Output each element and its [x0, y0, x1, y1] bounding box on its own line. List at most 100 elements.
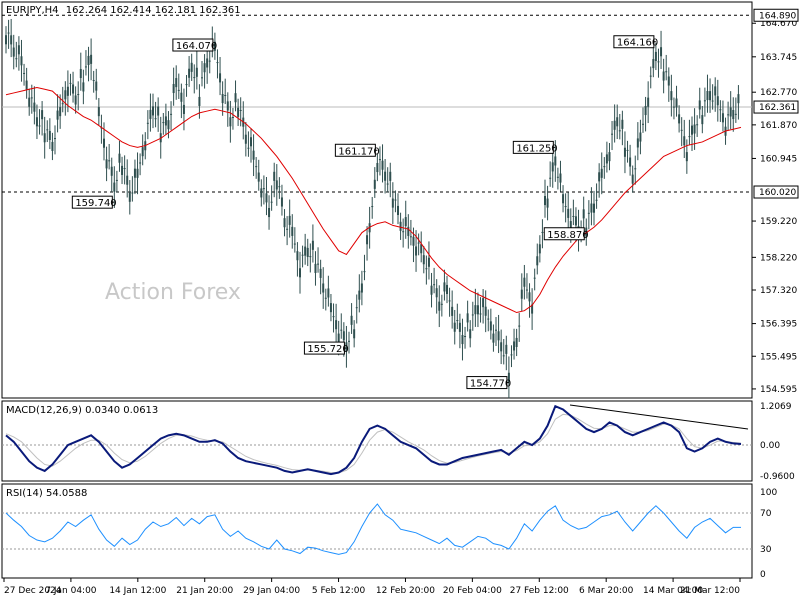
- candle-body: [711, 100, 714, 102]
- price-tick-label: 162.770: [760, 88, 797, 98]
- time-tick-label: 14 Jan 12:00: [109, 586, 166, 596]
- candle-body: [355, 307, 358, 309]
- candle-body: [564, 206, 567, 208]
- candle-body: [678, 114, 681, 124]
- candle-body: [146, 122, 149, 124]
- annotation-box: [303, 341, 345, 355]
- annotation-box: [466, 376, 508, 390]
- annotation-label: 161.170: [338, 146, 379, 157]
- candle-body: [675, 98, 678, 108]
- candle-body: [198, 96, 201, 106]
- candle-body: [273, 171, 276, 181]
- candlesticks: [5, 19, 740, 399]
- level-tag: [753, 8, 799, 22]
- candle-body: [574, 216, 577, 226]
- candle-body: [10, 35, 13, 45]
- candle-body: [737, 94, 740, 104]
- candle-body: [709, 91, 712, 101]
- macd-panel-frame: [1, 400, 753, 482]
- candle-body: [505, 344, 508, 354]
- time-tick-label: 27 Dec 2024: [4, 586, 62, 596]
- candle-body: [683, 136, 686, 146]
- candle-body: [618, 130, 621, 132]
- candle-body: [54, 138, 56, 140]
- candle-body: [340, 329, 343, 331]
- candle-body: [203, 63, 206, 73]
- candle-body: [623, 147, 626, 157]
- candle-body: [82, 82, 85, 92]
- candle-body: [536, 256, 539, 266]
- rsi-panel-frame: [1, 483, 753, 579]
- candle-body: [262, 188, 265, 190]
- candle-body: [422, 255, 425, 265]
- candle-body: [621, 119, 624, 129]
- candle-body: [510, 354, 513, 356]
- candle-body: [665, 71, 668, 73]
- candle-body: [345, 342, 348, 352]
- candle-body: [188, 68, 191, 78]
- candle-body: [464, 335, 467, 337]
- candle-body: [394, 199, 397, 201]
- candle-body: [113, 182, 116, 192]
- candle-body: [280, 197, 283, 207]
- candle-body: [476, 305, 479, 315]
- annotation-box: [543, 227, 585, 241]
- candle-body: [384, 171, 387, 181]
- candle-body: [38, 125, 41, 127]
- candle-body: [662, 71, 665, 81]
- price-tick-label: 161.870: [760, 121, 797, 131]
- candle-body: [363, 271, 366, 273]
- macd-tick-label: 1.2069: [760, 402, 792, 412]
- candle-body: [479, 313, 482, 315]
- candle-body: [7, 32, 10, 34]
- candle-body: [319, 268, 322, 278]
- candle-body: [415, 246, 418, 256]
- candle-body: [613, 120, 616, 130]
- candle-body: [482, 298, 485, 308]
- price-tick-label: 157.320: [760, 286, 797, 296]
- candle-body: [213, 41, 216, 51]
- candle-body: [28, 97, 31, 107]
- rsi-header: RSI(14) 54.0588: [6, 488, 87, 499]
- candle-body: [605, 154, 608, 164]
- candle-body: [293, 243, 296, 245]
- candle-body: [525, 289, 528, 291]
- rsi-tick-label: 30: [760, 545, 772, 555]
- candle-body: [721, 113, 724, 123]
- candle-body: [247, 147, 250, 149]
- candle-body: [430, 285, 433, 295]
- candle-body: [513, 341, 516, 351]
- candle-body: [33, 102, 36, 112]
- candle-body: [634, 168, 637, 170]
- macd-tick-label: 0.00: [760, 441, 780, 451]
- price-tick-label: 160.945: [760, 154, 797, 164]
- candle-body: [314, 263, 317, 273]
- candle-body: [105, 159, 108, 169]
- candle-body: [59, 107, 62, 117]
- candle-body: [734, 113, 737, 115]
- candle-body: [206, 58, 209, 68]
- candle-body: [87, 55, 90, 65]
- price-tick-label: 155.495: [760, 352, 797, 362]
- candle-body: [43, 133, 46, 143]
- candle-body: [141, 147, 144, 157]
- candle-body: [5, 35, 7, 45]
- candle-body: [562, 194, 565, 204]
- candle-body: [90, 54, 93, 64]
- candle-body: [391, 198, 394, 208]
- candle-body: [257, 172, 260, 182]
- candle-body: [337, 333, 340, 343]
- candle-body: [389, 171, 392, 181]
- candle-body: [23, 72, 26, 74]
- candle-body: [301, 254, 304, 256]
- time-tick-label: 12 Feb 20:00: [376, 586, 435, 596]
- macd-axis: 1.2069 0.00 -0.9600: [760, 402, 795, 482]
- price-tick-label: 163.745: [760, 53, 797, 63]
- candle-body: [474, 305, 477, 315]
- candle-body: [567, 208, 570, 218]
- candle-body: [546, 198, 549, 208]
- candle-body: [170, 113, 173, 115]
- candle-body: [252, 150, 255, 160]
- candle-body: [484, 306, 487, 316]
- candle-body: [461, 335, 464, 345]
